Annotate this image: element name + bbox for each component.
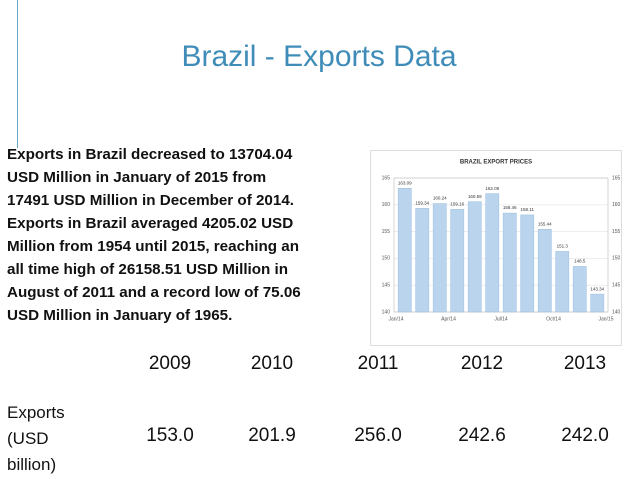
bar xyxy=(537,229,552,313)
value-label: 143.34 xyxy=(590,286,604,291)
bar xyxy=(520,214,535,313)
table-value: 256.0 xyxy=(354,425,402,446)
year-header: 2012 xyxy=(460,353,504,374)
paragraph-line: USD Million in January of 1965. xyxy=(7,307,233,324)
row-label-line: Exports xyxy=(7,403,65,422)
value-label: 155.44 xyxy=(538,221,552,226)
slide-title: Brazil - Exports Data xyxy=(181,40,457,73)
y-tick-label: 140 xyxy=(382,309,391,315)
row-label-line: billion) xyxy=(7,455,57,474)
row-label: Exports (USD billion) xyxy=(7,400,65,478)
paragraph-line: August of 2011 and a record low of 75.06 xyxy=(7,284,301,301)
plot-frame xyxy=(393,177,609,313)
y2-tick-label: 155 xyxy=(612,229,621,235)
year-header: 2009 xyxy=(148,353,192,374)
y-tick-label: 160 xyxy=(382,202,391,208)
x-tick-label: Apr/14 xyxy=(441,316,456,322)
x-tick-label: Jan/14 xyxy=(388,316,403,322)
value-label: 160.24 xyxy=(433,196,447,201)
value-label: 148.5 xyxy=(574,259,586,264)
bar xyxy=(590,293,605,313)
bar xyxy=(572,266,587,313)
accent-line xyxy=(17,0,18,148)
table-value: 242.6 xyxy=(458,425,506,446)
y2-tick-label: 140 xyxy=(612,309,621,315)
value-label: 160.59 xyxy=(468,194,482,199)
y-tick-label: 150 xyxy=(382,256,391,262)
bar xyxy=(555,251,570,313)
inset-chart: BRAZIL EXPORT PRICES 140 140 145 145 150 150 1… xyxy=(370,150,622,346)
value-label: 162.09 xyxy=(485,186,499,191)
table-value: 242.0 xyxy=(561,425,609,446)
bar xyxy=(397,188,412,313)
chart-title: BRAZIL EXPORT PRICES xyxy=(460,160,532,166)
bar xyxy=(432,203,447,313)
y2-tick-label: 145 xyxy=(612,283,621,289)
year-header: 2010 xyxy=(250,353,294,374)
value-label: 158.11 xyxy=(521,207,535,212)
paragraph-line: USD Million in January of 2015 from xyxy=(7,169,267,186)
value-label: 151.3 xyxy=(557,244,569,249)
row-label-line: (USD xyxy=(7,429,49,448)
y-tick-label: 145 xyxy=(382,283,391,289)
table-value: 153.0 xyxy=(146,425,194,446)
value-label: 158.46 xyxy=(503,205,517,210)
table-value: 201.9 xyxy=(248,425,296,446)
value-label: 159.34 xyxy=(415,201,429,206)
y-tick-label: 155 xyxy=(382,229,391,235)
bar xyxy=(415,208,430,313)
y2-tick-label: 150 xyxy=(612,256,621,262)
y2-tick-label: 165 xyxy=(612,175,621,181)
bar xyxy=(467,201,482,313)
paragraph-line: all time high of 26158.51 USD Million in xyxy=(7,261,289,278)
year-header: 2013 xyxy=(563,353,607,374)
x-tick-label: Jul/14 xyxy=(494,316,508,322)
year-header: 2011 xyxy=(357,353,399,374)
bar xyxy=(450,209,465,313)
paragraph: Exports in Brazil decreased to 13704.04 U… xyxy=(7,143,301,327)
paragraph-line: Exports in Brazil decreased to 13704.04 xyxy=(7,146,293,163)
paragraph-line: Million from 1954 until 2015, reaching a… xyxy=(7,238,300,255)
x-tick-label: Jan/15 xyxy=(598,316,613,322)
paragraph-line: 17491 USD Million in December of 2014. xyxy=(7,192,294,209)
y2-tick-label: 160 xyxy=(612,202,621,208)
paragraph-line: Exports in Brazil averaged 4205.02 USD xyxy=(7,215,294,232)
value-label: 159.16 xyxy=(450,201,464,206)
y-tick-label: 165 xyxy=(382,175,391,181)
x-tick-label: Oct/14 xyxy=(546,316,561,322)
bar xyxy=(485,193,500,313)
value-label: 163.09 xyxy=(398,180,412,185)
bar xyxy=(502,212,517,313)
